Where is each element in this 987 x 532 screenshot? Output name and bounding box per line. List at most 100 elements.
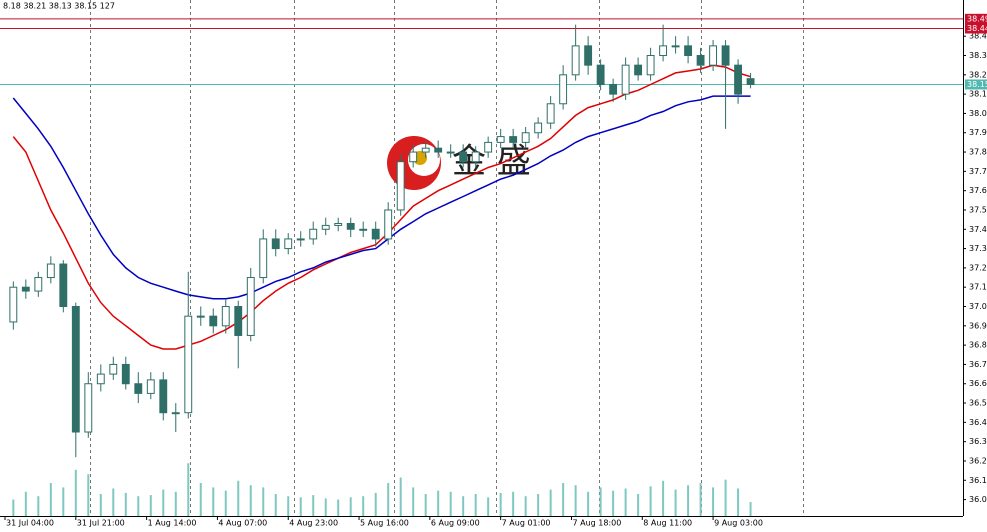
y-tick-label: 36.60 — [969, 379, 987, 388]
y-tick-label: 37.00 — [969, 302, 987, 311]
volume-bar — [737, 488, 740, 516]
x-tick-label: 6 Aug 09:00 — [431, 519, 480, 528]
candle-body — [159, 379, 168, 414]
y-tick-label: 36.40 — [969, 418, 987, 427]
volume-bar — [474, 494, 477, 516]
candle-body — [696, 55, 705, 66]
candle-body — [71, 306, 80, 433]
candle-body — [396, 161, 405, 211]
candle-body — [21, 286, 30, 292]
x-tick-label: 7 Aug 01:00 — [502, 519, 551, 528]
volume-bar — [49, 483, 52, 516]
y-tick-label: 37.90 — [969, 128, 987, 137]
volume-bar — [687, 485, 690, 516]
y-tick-label: 38.20 — [969, 70, 987, 79]
candle-body — [471, 151, 480, 163]
volume-bar — [387, 483, 390, 516]
candle-body — [446, 151, 455, 154]
candle-body — [346, 222, 355, 230]
candle-body — [659, 45, 668, 57]
volume-bar — [349, 497, 352, 516]
candle-body — [459, 151, 468, 163]
volume-bar — [449, 491, 452, 516]
volume-bar — [412, 487, 415, 516]
volume-bar — [537, 494, 540, 516]
candle-body — [221, 306, 230, 327]
logo — [387, 136, 441, 190]
candle-body — [209, 315, 218, 327]
volume-bar — [424, 494, 427, 516]
volume-bar — [337, 499, 340, 516]
candle-body — [484, 141, 493, 153]
volume-bar — [37, 496, 40, 516]
volume-bar — [149, 495, 152, 516]
volume-bar — [674, 489, 677, 516]
volume-bar — [212, 487, 215, 516]
volume-bar — [224, 490, 227, 516]
volume-bar — [487, 497, 490, 516]
volume-bar — [549, 489, 552, 516]
volume-bar — [249, 485, 252, 516]
candle-body — [59, 263, 68, 308]
y-tick-label: 37.50 — [969, 205, 987, 214]
volume-bar — [237, 480, 240, 516]
price-level-label: 38.44 — [967, 24, 987, 33]
y-tick-label: 36.20 — [969, 456, 987, 465]
price-level-label: 38.49 — [967, 14, 987, 23]
volume-bar — [574, 485, 577, 516]
volume-bar — [62, 487, 65, 516]
price-level-box — [965, 13, 987, 24]
y-tick-label: 37.70 — [969, 167, 987, 176]
x-tick-label: 7 Aug 18:00 — [572, 519, 621, 528]
candle-body — [409, 151, 418, 163]
candle-body — [584, 45, 593, 66]
volume-bar — [649, 486, 652, 516]
candle-body — [321, 224, 330, 230]
price-level-label: 38.15 — [967, 80, 987, 89]
candle-body — [746, 78, 755, 85]
volume-bar — [187, 463, 190, 516]
volume-bar — [437, 490, 440, 516]
y-tick-label: 36.90 — [969, 321, 987, 330]
candle-body — [734, 64, 743, 95]
candle-body — [609, 83, 618, 95]
volume-bar — [612, 490, 615, 516]
candle-body — [171, 412, 180, 415]
candle-body — [146, 379, 155, 394]
y-tick-label: 37.40 — [969, 225, 987, 234]
volume-bar — [587, 491, 590, 516]
volume-bar — [74, 469, 77, 516]
y-tick-label: 36.70 — [969, 360, 987, 369]
y-tick-label: 38.30 — [969, 51, 987, 60]
candle-body — [496, 136, 505, 143]
candle-body — [234, 306, 243, 336]
volume-bar — [524, 496, 527, 516]
volume-bar — [562, 483, 565, 516]
volume-bar — [724, 479, 727, 516]
volume-bar — [712, 487, 715, 516]
candle-body — [246, 277, 255, 336]
candle-body — [271, 238, 280, 250]
candle-body — [359, 228, 368, 231]
candle-body — [9, 286, 18, 323]
x-tick-label: 4 Aug 23:00 — [289, 519, 338, 528]
moving-average — [12, 95, 751, 300]
candle-body — [596, 64, 605, 85]
volume-bar — [24, 491, 27, 516]
volume-bar — [162, 489, 165, 516]
candle-body — [384, 209, 393, 240]
candle-body — [46, 263, 55, 279]
candle-body — [309, 228, 318, 240]
candle-body — [434, 147, 443, 153]
volume-bar — [624, 488, 627, 516]
volume-bar — [287, 496, 290, 516]
candle-body — [134, 383, 143, 394]
volume-bar — [12, 499, 15, 516]
candle-body — [709, 45, 718, 66]
candle-body — [121, 363, 130, 385]
candle-body — [184, 315, 193, 414]
volume-bar — [749, 502, 752, 516]
candle-body — [109, 363, 118, 375]
volume-bar — [262, 487, 265, 516]
